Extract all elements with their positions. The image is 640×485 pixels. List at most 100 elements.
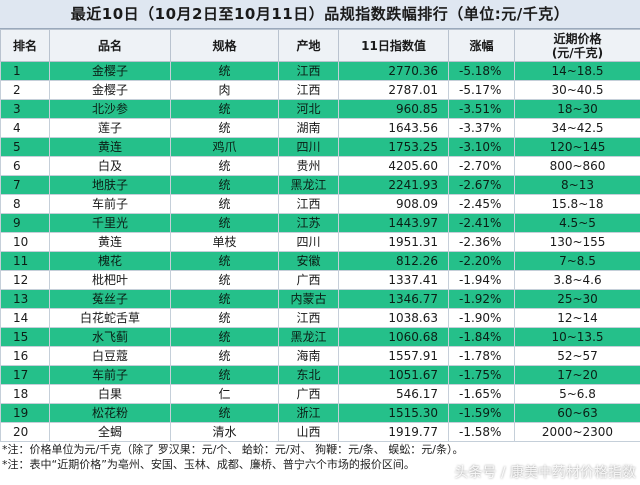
cell-price: 10~13.5 xyxy=(514,327,640,347)
footnotes: *注：价格单位为元/千克（除了 罗汉果：元/个、 蛤蚧：元/对、 狗鞭：元/条、… xyxy=(0,442,640,472)
cell-index: 1919.77 xyxy=(338,422,449,442)
table-row: 2 金樱子肉江西 2787.01 -5.17% 30~40.5 xyxy=(0,80,640,100)
cell-name: 金樱子 xyxy=(49,80,171,100)
cell-price: 17~20 xyxy=(514,365,640,385)
cell-name: 车前子 xyxy=(49,365,171,385)
cell-spec: 统 xyxy=(170,251,279,271)
ranking-table: 排名 品名 规格 产地 11日指数值 涨幅 近期价格 (元/千克) 1 金樱子统江… xyxy=(0,29,640,442)
cell-index: 1643.56 xyxy=(338,118,449,138)
cell-index: 1346.77 xyxy=(338,289,449,309)
report-title: 最近10日（10月2日至10月11日）品规指数跌幅排行（单位:元/千克） xyxy=(0,0,640,29)
cell-origin: 四川 xyxy=(278,137,339,157)
cell-index: 1557.91 xyxy=(338,346,449,366)
cell-name: 水飞蓟 xyxy=(49,327,171,347)
cell-origin: 山西 xyxy=(278,422,339,442)
cell-name: 白及 xyxy=(49,156,171,176)
table-row: 9 千里光统江苏 1443.97 -2.41% 4.5~5 xyxy=(0,213,640,233)
cell-price: 18~30 xyxy=(514,99,640,119)
cell-origin: 江西 xyxy=(278,194,339,214)
header-change: 涨幅 xyxy=(448,29,515,62)
cell-rank: 2 xyxy=(0,80,50,100)
cell-rank: 10 xyxy=(0,232,50,252)
cell-rank: 4 xyxy=(0,118,50,138)
table-row: 3 北沙参统河北 960.85 -3.51% 18~30 xyxy=(0,99,640,119)
footnote: *注：价格单位为元/千克（除了 罗汉果：元/个、 蛤蚧：元/对、 狗鞭：元/条、… xyxy=(2,443,464,456)
cell-index: 1337.41 xyxy=(338,270,449,290)
cell-change: -1.90% xyxy=(448,308,515,328)
table-row: 20 全蝎 清水 山西 1919.77 -1.58% 2000~2300 xyxy=(0,422,640,442)
cell-index: 1753.25 xyxy=(338,137,449,157)
cell-price: 8~13 xyxy=(514,175,640,195)
table-row: 11 槐花统安徽 812.26 -2.20% 7~8.5 xyxy=(0,251,640,271)
cell-rank: 18 xyxy=(0,384,50,404)
cell-spec: 统 xyxy=(170,156,279,176)
table-row: 1 金樱子统江西 2770.36 -5.18% 14~18.5 xyxy=(0,61,640,81)
cell-price: 130~155 xyxy=(514,232,640,252)
cell-name: 北沙参 xyxy=(49,99,171,119)
cell-rank: 14 xyxy=(0,308,50,328)
cell-price: 7~8.5 xyxy=(514,251,640,271)
table-row: 19 松花粉统浙江 1515.30 -1.59% 60~63 xyxy=(0,403,640,423)
cell-change: -1.58% xyxy=(448,422,515,442)
header-index: 11日指数值 xyxy=(338,29,449,62)
table-row: 18 白果仁广西 546.17 -1.65% 5~6.8 xyxy=(0,384,640,404)
cell-name: 千里光 xyxy=(49,213,171,233)
cell-index: 960.85 xyxy=(338,99,449,119)
cell-spec: 统 xyxy=(170,289,279,309)
cell-rank: 15 xyxy=(0,327,50,347)
table-row: 5 黄连 鸡爪 四川 1753.25 -3.10% 120~145 xyxy=(0,137,640,157)
cell-rank: 1 xyxy=(0,61,50,81)
cell-price: 4.5~5 xyxy=(514,213,640,233)
cell-spec: 鸡爪 xyxy=(170,137,279,157)
cell-spec: 统 xyxy=(170,327,279,347)
cell-change: -2.20% xyxy=(448,251,515,271)
watermark: 头条号 / 康美中药材价格指数 xyxy=(454,465,636,481)
cell-origin: 江西 xyxy=(278,308,339,328)
header-origin: 产地 xyxy=(278,29,339,62)
cell-rank: 7 xyxy=(0,175,50,195)
cell-price: 34~42.5 xyxy=(514,118,640,138)
cell-name: 黄连 xyxy=(49,232,171,252)
cell-change: -2.36% xyxy=(448,232,515,252)
table-row: 6 白及统贵州 4205.60 -2.70% 800~860 xyxy=(0,156,640,176)
cell-origin: 东北 xyxy=(278,365,339,385)
cell-origin: 湖南 xyxy=(278,118,339,138)
cell-rank: 9 xyxy=(0,213,50,233)
table-row: 13 菟丝子统内蒙古 1346.77 -1.92% 25~30 xyxy=(0,289,640,309)
cell-origin: 广西 xyxy=(278,384,339,404)
cell-origin: 浙江 xyxy=(278,403,339,423)
cell-change: -5.18% xyxy=(448,61,515,81)
cell-name: 枇杷叶 xyxy=(49,270,171,290)
cell-spec: 统 xyxy=(170,213,279,233)
table-row: 17 车前子统东北 1051.67 -1.75% 17~20 xyxy=(0,365,640,385)
cell-spec: 统 xyxy=(170,175,279,195)
header-price: 近期价格 (元/千克) xyxy=(514,29,640,62)
cell-name: 松花粉 xyxy=(49,403,171,423)
table-row: 8 车前子统江西 908.09 -2.45% 15.8~18 xyxy=(0,194,640,214)
cell-price: 52~57 xyxy=(514,346,640,366)
cell-origin: 黑龙江 xyxy=(278,327,339,347)
cell-origin: 四川 xyxy=(278,232,339,252)
cell-name: 菟丝子 xyxy=(49,289,171,309)
cell-index: 4205.60 xyxy=(338,156,449,176)
cell-spec: 统 xyxy=(170,270,279,290)
cell-spec: 统 xyxy=(170,99,279,119)
table-row: 16 白豆蔻统海南 1557.91 -1.78% 52~57 xyxy=(0,346,640,366)
cell-spec: 清水 xyxy=(170,422,279,442)
cell-change: -2.70% xyxy=(448,156,515,176)
table-body: 1 金樱子统江西 2770.36 -5.18% 14~18.5 2 金樱子肉江西 2787.0… xyxy=(0,61,640,442)
cell-spec: 肉 xyxy=(170,80,279,100)
table-row: 12 枇杷叶统广西 1337.41 -1.94% 3.8~4.6 xyxy=(0,270,640,290)
cell-index: 2241.93 xyxy=(338,175,449,195)
cell-change: -2.67% xyxy=(448,175,515,195)
cell-index: 1443.97 xyxy=(338,213,449,233)
table-header-row: 排名 品名 规格 产地 11日指数值 涨幅 近期价格 (元/千克) xyxy=(0,29,640,62)
cell-price: 60~63 xyxy=(514,403,640,423)
cell-change: -1.92% xyxy=(448,289,515,309)
cell-spec: 统 xyxy=(170,403,279,423)
cell-spec: 统 xyxy=(170,346,279,366)
cell-origin: 内蒙古 xyxy=(278,289,339,309)
cell-spec: 仁 xyxy=(170,384,279,404)
cell-change: -2.41% xyxy=(448,213,515,233)
